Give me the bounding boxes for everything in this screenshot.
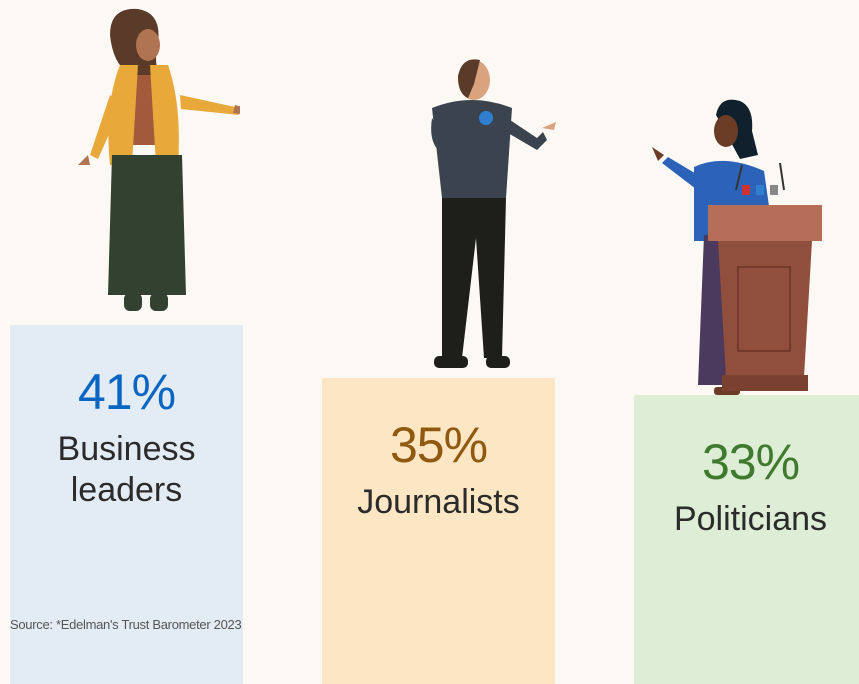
category-label: Business leaders [57, 430, 196, 510]
illustration [431, 59, 556, 368]
bar: 41% Business leaders [10, 9, 243, 684]
illustration [652, 99, 822, 396]
bar: 35% Journalists [322, 59, 556, 684]
category-label: Journalists [357, 482, 520, 521]
value-label: 35% [389, 416, 488, 473]
category-label: Politicians [673, 500, 828, 539]
source-note: Source: *Edelman's Trust Barometer 2023 [10, 617, 242, 632]
bar: 33% Politicians [634, 99, 859, 684]
illustration [78, 9, 240, 312]
value-label: 41% [77, 364, 176, 421]
value-label: 33% [701, 434, 800, 491]
